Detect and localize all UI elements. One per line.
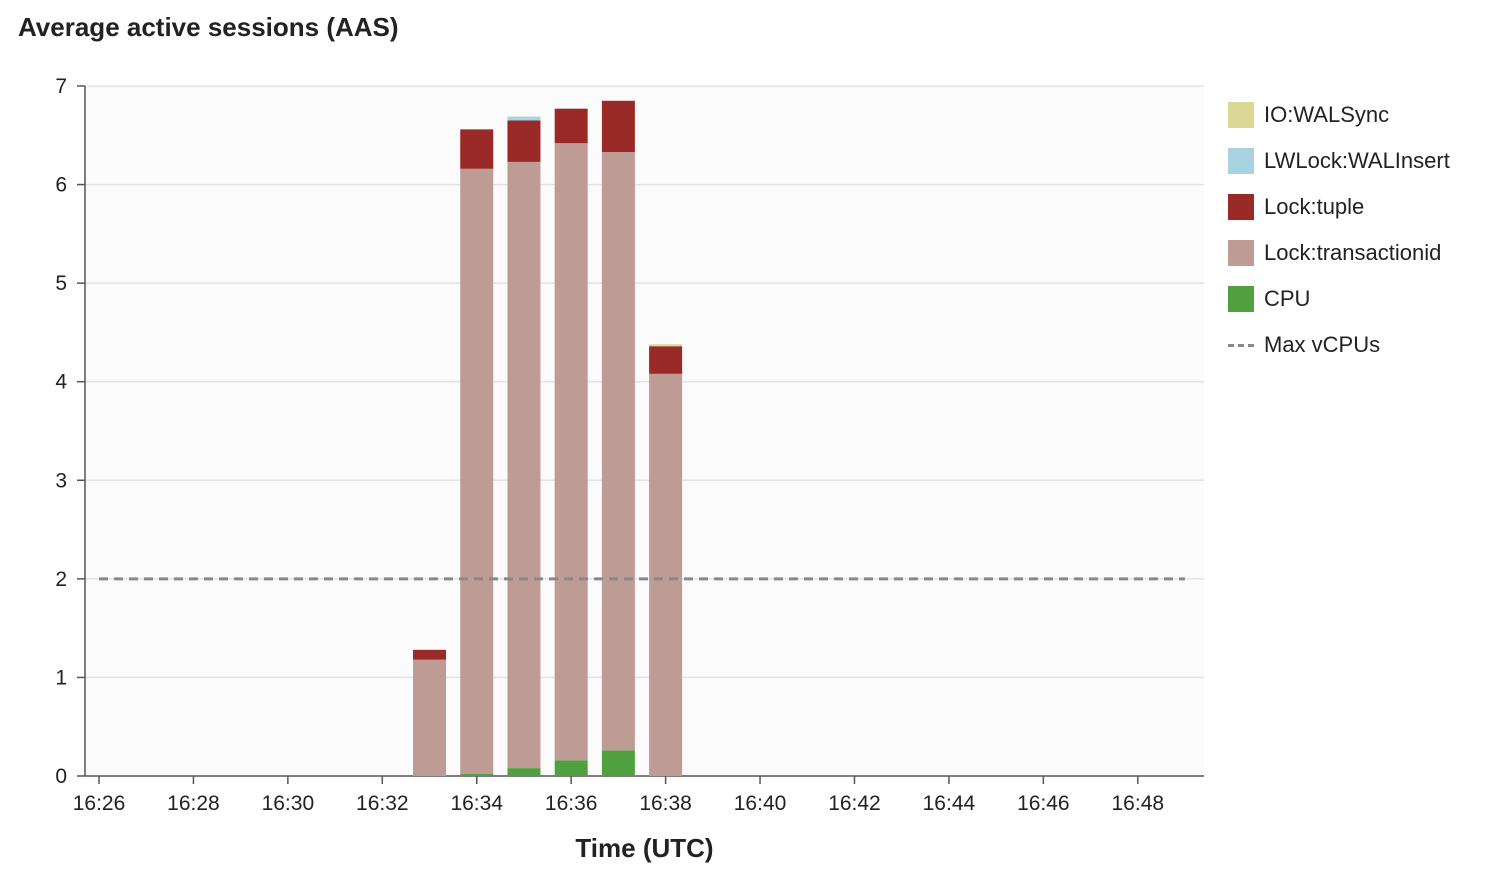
- chart-title: Average active sessions (AAS): [18, 12, 399, 42]
- legend-item-cpu[interactable]: CPU: [1228, 276, 1450, 322]
- legend-label-lock-tuple: Lock:tuple: [1264, 194, 1365, 219]
- legend-label-io-walsync: IO:WALSync: [1264, 102, 1390, 127]
- bar-lock-transactionid-16-35: [507, 161, 541, 769]
- legend-swatch-cpu: [1228, 286, 1254, 312]
- x-tick-label-16-28: 16:28: [167, 792, 220, 815]
- legend-label-lwlock-walinsert: LWLock:WALInsert: [1264, 148, 1450, 173]
- legend-swatch-lock-transactionid: [1228, 240, 1254, 266]
- y-tick-label-3: 3: [55, 469, 67, 492]
- bar-lock-tuple-16-35: [507, 120, 541, 162]
- x-tick-label-16-36: 16:36: [545, 792, 598, 815]
- legend-dash-max-vcpus: [1228, 343, 1254, 347]
- bar-lock-tuple-16-34: [460, 129, 494, 169]
- legend-label-lock-transactionid: Lock:transactionid: [1264, 240, 1442, 265]
- x-tick-label-16-34: 16:34: [450, 792, 503, 815]
- x-axis-label: Time (UTC): [575, 833, 713, 863]
- x-tick-label-16-48: 16:48: [1112, 792, 1165, 815]
- legend-swatch-io-walsync: [1228, 102, 1254, 128]
- y-tick-label-4: 4: [55, 371, 67, 394]
- bar-cpu-16-34: [460, 774, 494, 776]
- bar-io-walsync-16-38: [649, 344, 683, 347]
- bar-lock-tuple-16-38: [649, 346, 683, 374]
- bar-lock-transactionid-16-33: [413, 659, 447, 776]
- bar-lock-transactionid-16-34: [460, 168, 494, 775]
- y-tick-label-6: 6: [55, 174, 67, 197]
- bar-lock-transactionid-16-36: [554, 143, 588, 761]
- bar-cpu-16-35: [507, 768, 541, 776]
- legend-item-max-vcpus[interactable]: Max vCPUs: [1228, 322, 1450, 368]
- plot-area: [85, 86, 1204, 776]
- bar-lock-tuple-16-33: [413, 649, 447, 660]
- x-tick-label-16-32: 16:32: [356, 792, 409, 815]
- bar-lock-transactionid-16-38: [649, 373, 683, 776]
- legend-item-lock-transactionid[interactable]: Lock:transactionid: [1228, 230, 1450, 276]
- legend-item-lock-tuple[interactable]: Lock:tuple: [1228, 184, 1450, 230]
- x-tick-label-16-30: 16:30: [262, 792, 315, 815]
- legend-swatch-lock-tuple: [1228, 194, 1254, 220]
- legend-item-lwlock-walinsert[interactable]: LWLock:WALInsert: [1228, 138, 1450, 184]
- bar-lwlock-walinsert-16-35: [507, 116, 541, 121]
- x-tick-label-16-26: 16:26: [73, 792, 126, 815]
- y-tick-label-5: 5: [55, 272, 67, 295]
- bar-lock-tuple-16-36: [554, 108, 588, 144]
- legend: IO:WALSync LWLock:WALInsert Lock:tuple L…: [1228, 92, 1450, 368]
- x-tick-label-16-42: 16:42: [828, 792, 881, 815]
- bar-cpu-16-36: [554, 760, 588, 776]
- x-tick-label-16-38: 16:38: [639, 792, 692, 815]
- y-tick-label-1: 1: [55, 666, 67, 689]
- legend-label-max-vcpus: Max vCPUs: [1264, 332, 1381, 357]
- x-tick-label-16-44: 16:44: [923, 792, 976, 815]
- y-tick-label-2: 2: [55, 568, 67, 591]
- bar-lock-transactionid-16-37: [601, 152, 635, 751]
- legend-swatch-lwlock-walinsert: [1228, 148, 1254, 174]
- legend-item-io-walsync[interactable]: IO:WALSync: [1228, 92, 1450, 138]
- x-tick-label-16-40: 16:40: [734, 792, 787, 815]
- y-tick-label-7: 7: [55, 75, 67, 98]
- y-tick-label-0: 0: [55, 765, 67, 788]
- bar-cpu-16-37: [601, 750, 635, 776]
- x-tick-label-16-46: 16:46: [1017, 792, 1070, 815]
- legend-label-cpu: CPU: [1264, 286, 1311, 311]
- bar-lock-tuple-16-37: [601, 100, 635, 153]
